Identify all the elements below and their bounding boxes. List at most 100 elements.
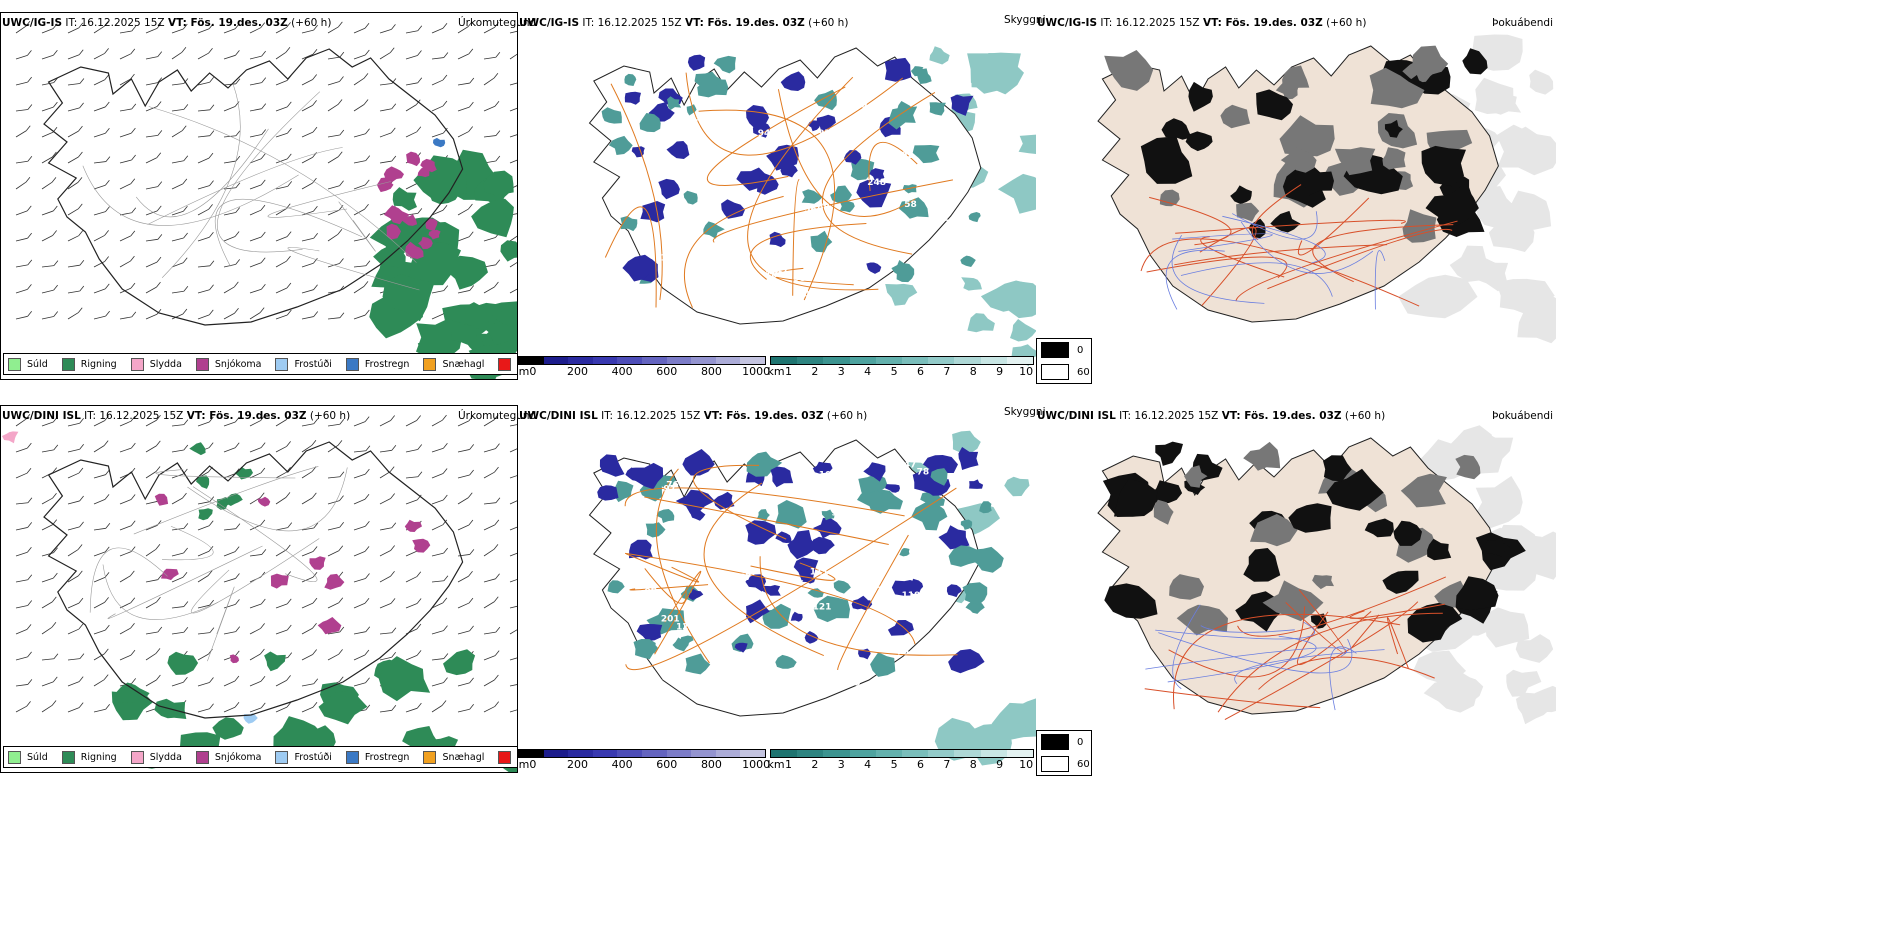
cloud-base-area	[965, 601, 985, 614]
rain-area	[382, 274, 435, 322]
valid-time: VT: Fös. 19.des. 03Z	[1221, 410, 1342, 422]
valid-time: VT: Fös. 19.des. 03Z	[1202, 17, 1323, 29]
wind-barb	[119, 108, 132, 112]
wind-barb	[15, 210, 28, 216]
legend-label: Súld	[27, 751, 48, 763]
wind-barb	[197, 525, 210, 531]
wind-barb-flag	[390, 598, 396, 604]
wind-barb-flag	[260, 623, 265, 629]
wind-barb	[275, 26, 287, 34]
wind-barb	[15, 472, 28, 479]
legend-swatch	[130, 750, 144, 764]
wind-barb-flag	[234, 101, 240, 107]
wind-barb-flag	[389, 47, 395, 53]
colorbar-tick-label: 400	[611, 365, 633, 378]
cloud-base-area	[863, 462, 886, 482]
wind-barb-flag	[494, 22, 499, 28]
wind-barb-flag	[286, 255, 291, 262]
wind-barb	[509, 82, 517, 86]
coastline	[588, 47, 982, 325]
wind-barb	[249, 262, 262, 268]
wind-barb-flag	[27, 156, 33, 162]
wind-barb-flag	[260, 257, 266, 263]
wind-barb-flag	[416, 571, 422, 577]
cloud-base-label: 66	[936, 168, 949, 178]
snow-area	[161, 568, 179, 581]
wind-barb-flag	[77, 307, 83, 313]
wind-barb	[223, 604, 236, 609]
cloud-base-label: 104	[795, 673, 814, 683]
fog-map	[1097, 34, 1556, 344]
wind-barb	[41, 106, 54, 112]
wind-barb	[275, 158, 288, 164]
wind-barb	[301, 316, 314, 320]
wind-barb-flag	[339, 626, 345, 633]
snow-area	[309, 556, 326, 570]
cloud-base-area	[746, 599, 770, 624]
wind-barb-flag	[337, 151, 343, 157]
wind-barb	[275, 603, 288, 609]
wind-barb-flag	[52, 467, 58, 473]
wind-barb	[67, 54, 80, 60]
colorbar-tick-label: 7	[943, 758, 951, 771]
colorbar-step	[666, 357, 692, 364]
legend-swatch	[8, 357, 21, 371]
wind-barb	[145, 82, 158, 86]
wind-barb	[509, 30, 517, 34]
wind-barb-flag	[495, 443, 500, 449]
wind-barb	[275, 80, 288, 86]
wind-barb-flag	[416, 623, 422, 630]
wind-barb-flag	[53, 572, 58, 579]
cloud-base-label: 91	[832, 508, 845, 518]
wind-barb	[93, 527, 106, 531]
cloud-base-area	[597, 485, 619, 501]
wind-barb-flag	[183, 601, 189, 607]
wind-barb-flag	[104, 572, 110, 578]
cloud-base-area	[656, 509, 675, 523]
cloud-base-area	[810, 230, 833, 253]
wind-barb-flag	[105, 523, 111, 529]
fog-index-area	[1161, 118, 1192, 140]
colorbar-tick-label: 0	[529, 758, 537, 771]
wind-barb	[379, 527, 392, 531]
init-time: IT: 16.12.2025 15Z	[1119, 410, 1219, 422]
fog-index-area	[1295, 167, 1334, 196]
rain-area	[318, 690, 368, 725]
cloudbase-colorbar: m 0 200 400 600 800 1000	[518, 749, 770, 772]
cloud-base-label: 58	[904, 200, 917, 210]
fog-haze-area	[1475, 186, 1516, 230]
wind-barb	[197, 289, 210, 294]
wind-barb-flag	[417, 471, 423, 478]
wind-barb	[353, 238, 366, 242]
legend-label: Frostregn	[364, 751, 410, 763]
wind-barb-flag	[495, 51, 501, 58]
river	[1158, 632, 1353, 674]
wind-barb	[327, 500, 340, 505]
fog-haze-area	[1529, 69, 1554, 95]
fog-legend-item: 0	[1037, 731, 1091, 753]
low-visibility-area	[967, 52, 1021, 94]
wind-barb	[145, 471, 157, 479]
visibility-panel-row1: 584 107 98 56 85 112 248 102 130 387 61 69 89 115 94 58…	[518, 30, 1036, 380]
cloud-base-label: 116	[644, 679, 663, 689]
road	[604, 206, 657, 308]
river	[1374, 250, 1386, 310]
low-visibility-area	[1014, 698, 1036, 727]
wind-barb-flag	[27, 679, 33, 685]
wind-barb-flag	[469, 285, 475, 291]
wind-barb	[93, 132, 106, 138]
wind-barb	[249, 108, 262, 112]
wind-barb	[41, 265, 54, 268]
wind-barb	[145, 579, 158, 583]
cloud-base-area	[812, 536, 835, 555]
wind-barb-flag	[78, 702, 84, 708]
valid-time: VT: Fös. 19.des. 03Z	[167, 17, 288, 29]
wind-barb	[483, 524, 496, 531]
wind-barb	[145, 134, 158, 138]
wind-barb	[119, 132, 132, 138]
cloud-base-label: 111	[810, 568, 829, 578]
wind-barb	[353, 314, 366, 320]
wind-barb	[405, 183, 417, 190]
wind-barb-flag	[53, 260, 59, 266]
wind-barb	[41, 316, 54, 320]
